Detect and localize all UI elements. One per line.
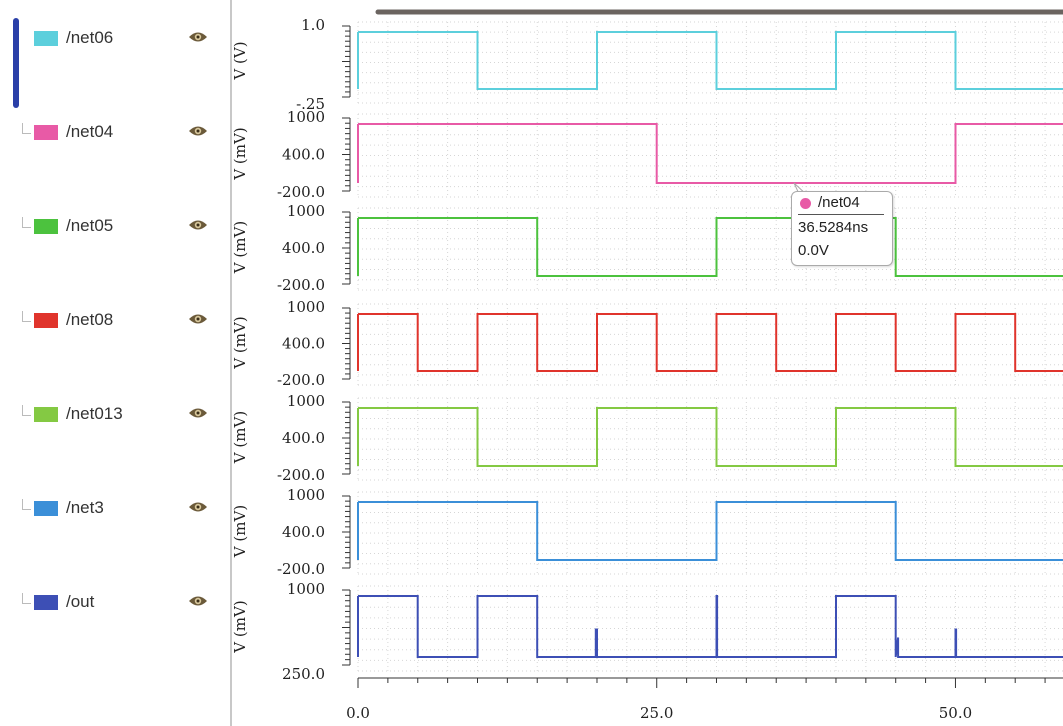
y-tick-label: 250.0 — [282, 665, 325, 683]
y-axis-label: V (mV) — [231, 127, 249, 180]
signal-color-swatch[interactable] — [34, 407, 58, 422]
waveform-net05[interactable] — [358, 217, 1063, 277]
y-tick-label: -200.0 — [277, 371, 325, 389]
y-tick-label: -.25 — [296, 95, 325, 113]
tooltip-time: 36.5284ns — [798, 219, 869, 236]
y-tick-label: 1000 — [287, 298, 325, 316]
y-axis-label: V (V) — [231, 41, 249, 80]
signal-color-swatch[interactable] — [34, 31, 58, 46]
y-tick-label: 400.0 — [282, 335, 325, 353]
y-axis-label: V (mV) — [231, 600, 249, 653]
visibility-eye-icon[interactable] — [188, 594, 208, 613]
signal-row[interactable]: /net013 — [0, 401, 230, 431]
signal-row[interactable]: /net08 — [0, 307, 230, 337]
y-tick-label: -200.0 — [277, 183, 325, 201]
tree-connector — [22, 217, 31, 228]
signal-name: /net04 — [66, 122, 114, 141]
x-tick-label: 50.0 — [939, 704, 972, 722]
tree-connector — [22, 123, 31, 134]
y-tick-label: 1000 — [287, 202, 325, 220]
tree-connector — [22, 405, 31, 416]
x-tick-label: 0.0 — [346, 704, 370, 722]
signal-name: /net05 — [66, 216, 114, 235]
signal-name: /net3 — [66, 498, 104, 517]
tree-connector — [22, 311, 31, 322]
y-tick-label: 1000 — [287, 580, 325, 598]
panel-divider[interactable] — [230, 0, 232, 726]
y-tick-label: 1000 — [287, 486, 325, 504]
signal-name: /net013 — [66, 404, 123, 423]
waveform-net04[interactable] — [358, 123, 1063, 184]
signal-name: /net08 — [66, 310, 114, 329]
tree-connector — [22, 593, 31, 604]
waveform-net08[interactable] — [358, 313, 1063, 372]
y-axis-label: V (mV) — [231, 221, 249, 274]
tooltip-marker-dot — [800, 198, 811, 209]
visibility-eye-icon[interactable] — [188, 500, 208, 519]
signal-row[interactable]: /out — [0, 589, 230, 619]
y-tick-label: 400.0 — [282, 146, 325, 164]
signal-color-swatch[interactable] — [34, 219, 58, 234]
y-tick-label: 400.0 — [282, 523, 325, 541]
y-tick-label: 400.0 — [282, 429, 325, 447]
y-tick-label: 1.0 — [301, 16, 325, 34]
visibility-eye-icon[interactable] — [188, 30, 208, 49]
x-tick-label: 25.0 — [640, 704, 673, 722]
waveform-net013[interactable] — [358, 407, 1063, 467]
y-tick-label: -200.0 — [277, 276, 325, 294]
signal-name: /out — [66, 592, 95, 611]
signal-row[interactable]: /net05 — [0, 213, 230, 243]
tree-connector — [22, 499, 31, 510]
signal-row[interactable]: /net3 — [0, 495, 230, 525]
visibility-eye-icon[interactable] — [188, 312, 208, 331]
marker-tooltip: /net04 36.5284ns 0.0V — [791, 191, 893, 266]
signal-name: /net06 — [66, 28, 114, 47]
signal-row[interactable]: /net04 — [0, 119, 230, 149]
waveform-net3[interactable] — [358, 501, 1063, 561]
signal-row[interactable]: /net06 — [0, 25, 230, 55]
signal-color-swatch[interactable] — [34, 313, 58, 328]
y-tick-label: -200.0 — [277, 560, 325, 578]
tooltip-value: 0.0V — [798, 242, 829, 259]
waveform-net06[interactable] — [358, 31, 1063, 90]
y-axis-label: V (mV) — [231, 411, 249, 464]
selection-indicator — [13, 18, 19, 108]
y-tick-label: 400.0 — [282, 239, 325, 257]
y-axis-label: V (mV) — [231, 505, 249, 558]
y-axis-label: V (mV) — [231, 316, 249, 369]
visibility-eye-icon[interactable] — [188, 124, 208, 143]
visibility-eye-icon[interactable] — [188, 218, 208, 237]
signal-list: /net06/net04/net05/net08/net013/net3/out — [0, 0, 230, 726]
visibility-eye-icon[interactable] — [188, 406, 208, 425]
signal-color-swatch[interactable] — [34, 125, 58, 140]
tooltip-divider — [798, 214, 884, 215]
waveform-out[interactable] — [358, 595, 1063, 658]
y-tick-label: 1000 — [287, 392, 325, 410]
signal-color-swatch[interactable] — [34, 501, 58, 516]
y-tick-label: 1000 — [287, 108, 325, 126]
y-tick-label: -200.0 — [277, 466, 325, 484]
signal-color-swatch[interactable] — [34, 595, 58, 610]
tooltip-signal-name: /net04 — [818, 194, 860, 211]
